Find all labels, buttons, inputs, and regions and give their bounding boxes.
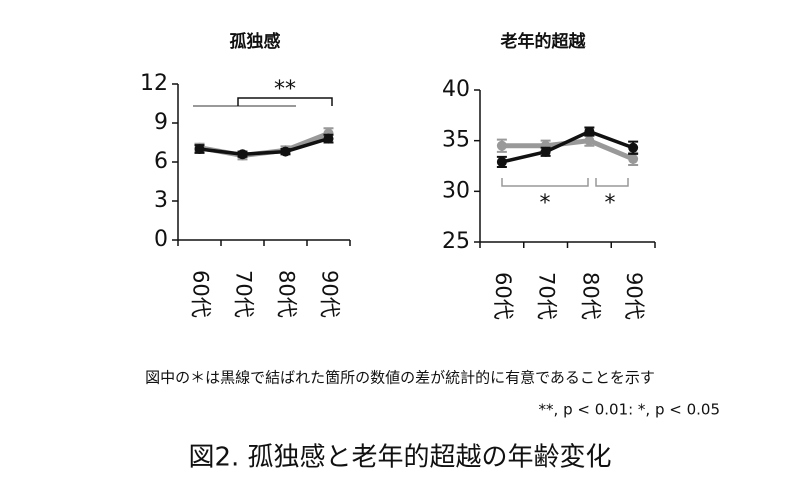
data-point	[496, 156, 507, 167]
x-tick-label: 60代	[491, 272, 515, 320]
bracket	[501, 178, 589, 187]
significance-mark: *	[605, 191, 616, 216]
x-tick-label: 70代	[535, 272, 559, 320]
y-tick-label: 35	[442, 128, 470, 153]
x-tick-label: 60代	[189, 270, 213, 318]
y-tick-label: 25	[442, 229, 470, 254]
y-tick-label: 12	[140, 71, 168, 96]
data-point	[584, 126, 595, 137]
data-point	[496, 140, 507, 151]
series-line	[199, 136, 330, 156]
data-point	[584, 135, 595, 146]
y-tick-label: 0	[154, 227, 168, 252]
x-tick-label: 90代	[622, 272, 646, 320]
x-tick-label: 80代	[578, 272, 602, 320]
y-tick-label: 3	[154, 188, 168, 213]
significance-legend: **, p < 0.01: *, p < 0.05	[539, 401, 720, 419]
bracket	[237, 97, 333, 106]
caption: 図2. 孤独感と老年的超越の年齢変化	[188, 443, 611, 473]
significance-mark: **	[274, 77, 296, 102]
data-point	[628, 142, 639, 153]
data-point	[237, 149, 248, 160]
chart-title: 老年的超越	[500, 31, 587, 52]
x-tick-label: 90代	[318, 270, 342, 318]
bracket	[595, 178, 629, 187]
data-point	[194, 144, 205, 154]
y-tick-label: 30	[442, 178, 470, 203]
y-tick-label: 9	[154, 110, 168, 135]
x-tick-label: 70代	[232, 270, 256, 318]
significance-mark: *	[540, 191, 551, 216]
y-tick-label: 40	[442, 77, 470, 102]
data-point	[323, 133, 334, 144]
data-point	[540, 146, 551, 157]
note: 図中の＊は黒線で結ばれた箇所の数値の差が統計的に有意であることを示す	[145, 369, 655, 387]
y-tick-label: 6	[154, 149, 168, 174]
x-tick-label: 80代	[275, 270, 299, 318]
data-point	[628, 153, 639, 164]
series-line	[501, 129, 634, 164]
chart-title: 孤独感	[230, 31, 281, 52]
data-point	[280, 146, 291, 157]
